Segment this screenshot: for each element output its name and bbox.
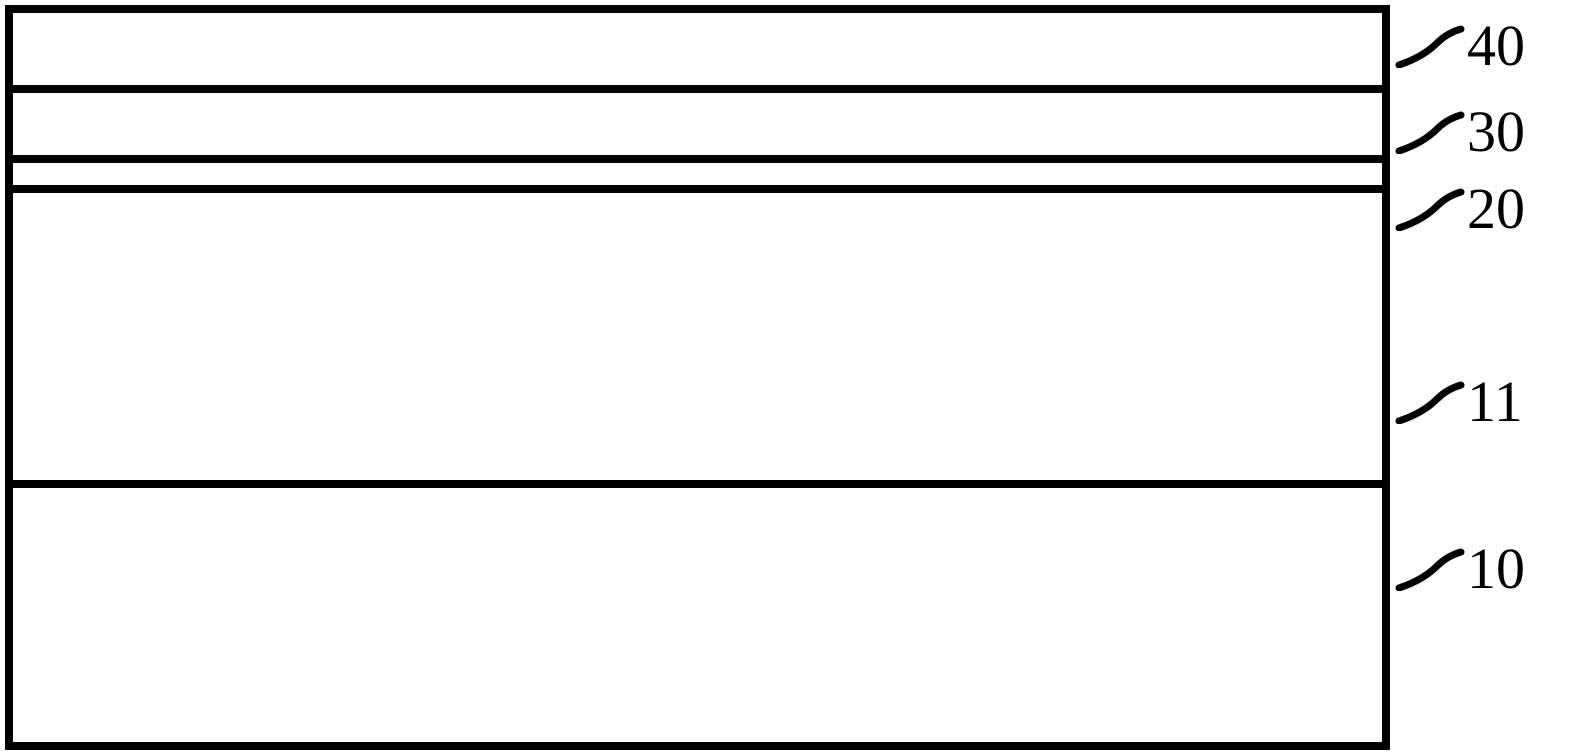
label-text: 11 [1467,368,1523,435]
label-text: 30 [1467,98,1525,165]
label-layer-10: 10 [1395,535,1525,602]
layer-40 [13,13,1382,93]
layer-11 [13,193,1382,488]
label-layer-20: 20 [1395,175,1525,242]
label-layer-30: 30 [1395,98,1525,165]
layer-30 [13,93,1382,163]
layer-20 [13,163,1382,193]
leader-line [1395,186,1465,231]
leader-line [1395,546,1465,591]
label-layer-40: 40 [1395,12,1525,79]
label-text: 20 [1467,175,1525,242]
label-text: 40 [1467,12,1525,79]
layer-10 [13,488,1382,742]
leader-line [1395,379,1465,424]
layer-stack-diagram [5,5,1390,750]
leader-line [1395,23,1465,68]
leader-line [1395,109,1465,154]
label-text: 10 [1467,535,1525,602]
label-layer-11: 11 [1395,368,1523,435]
